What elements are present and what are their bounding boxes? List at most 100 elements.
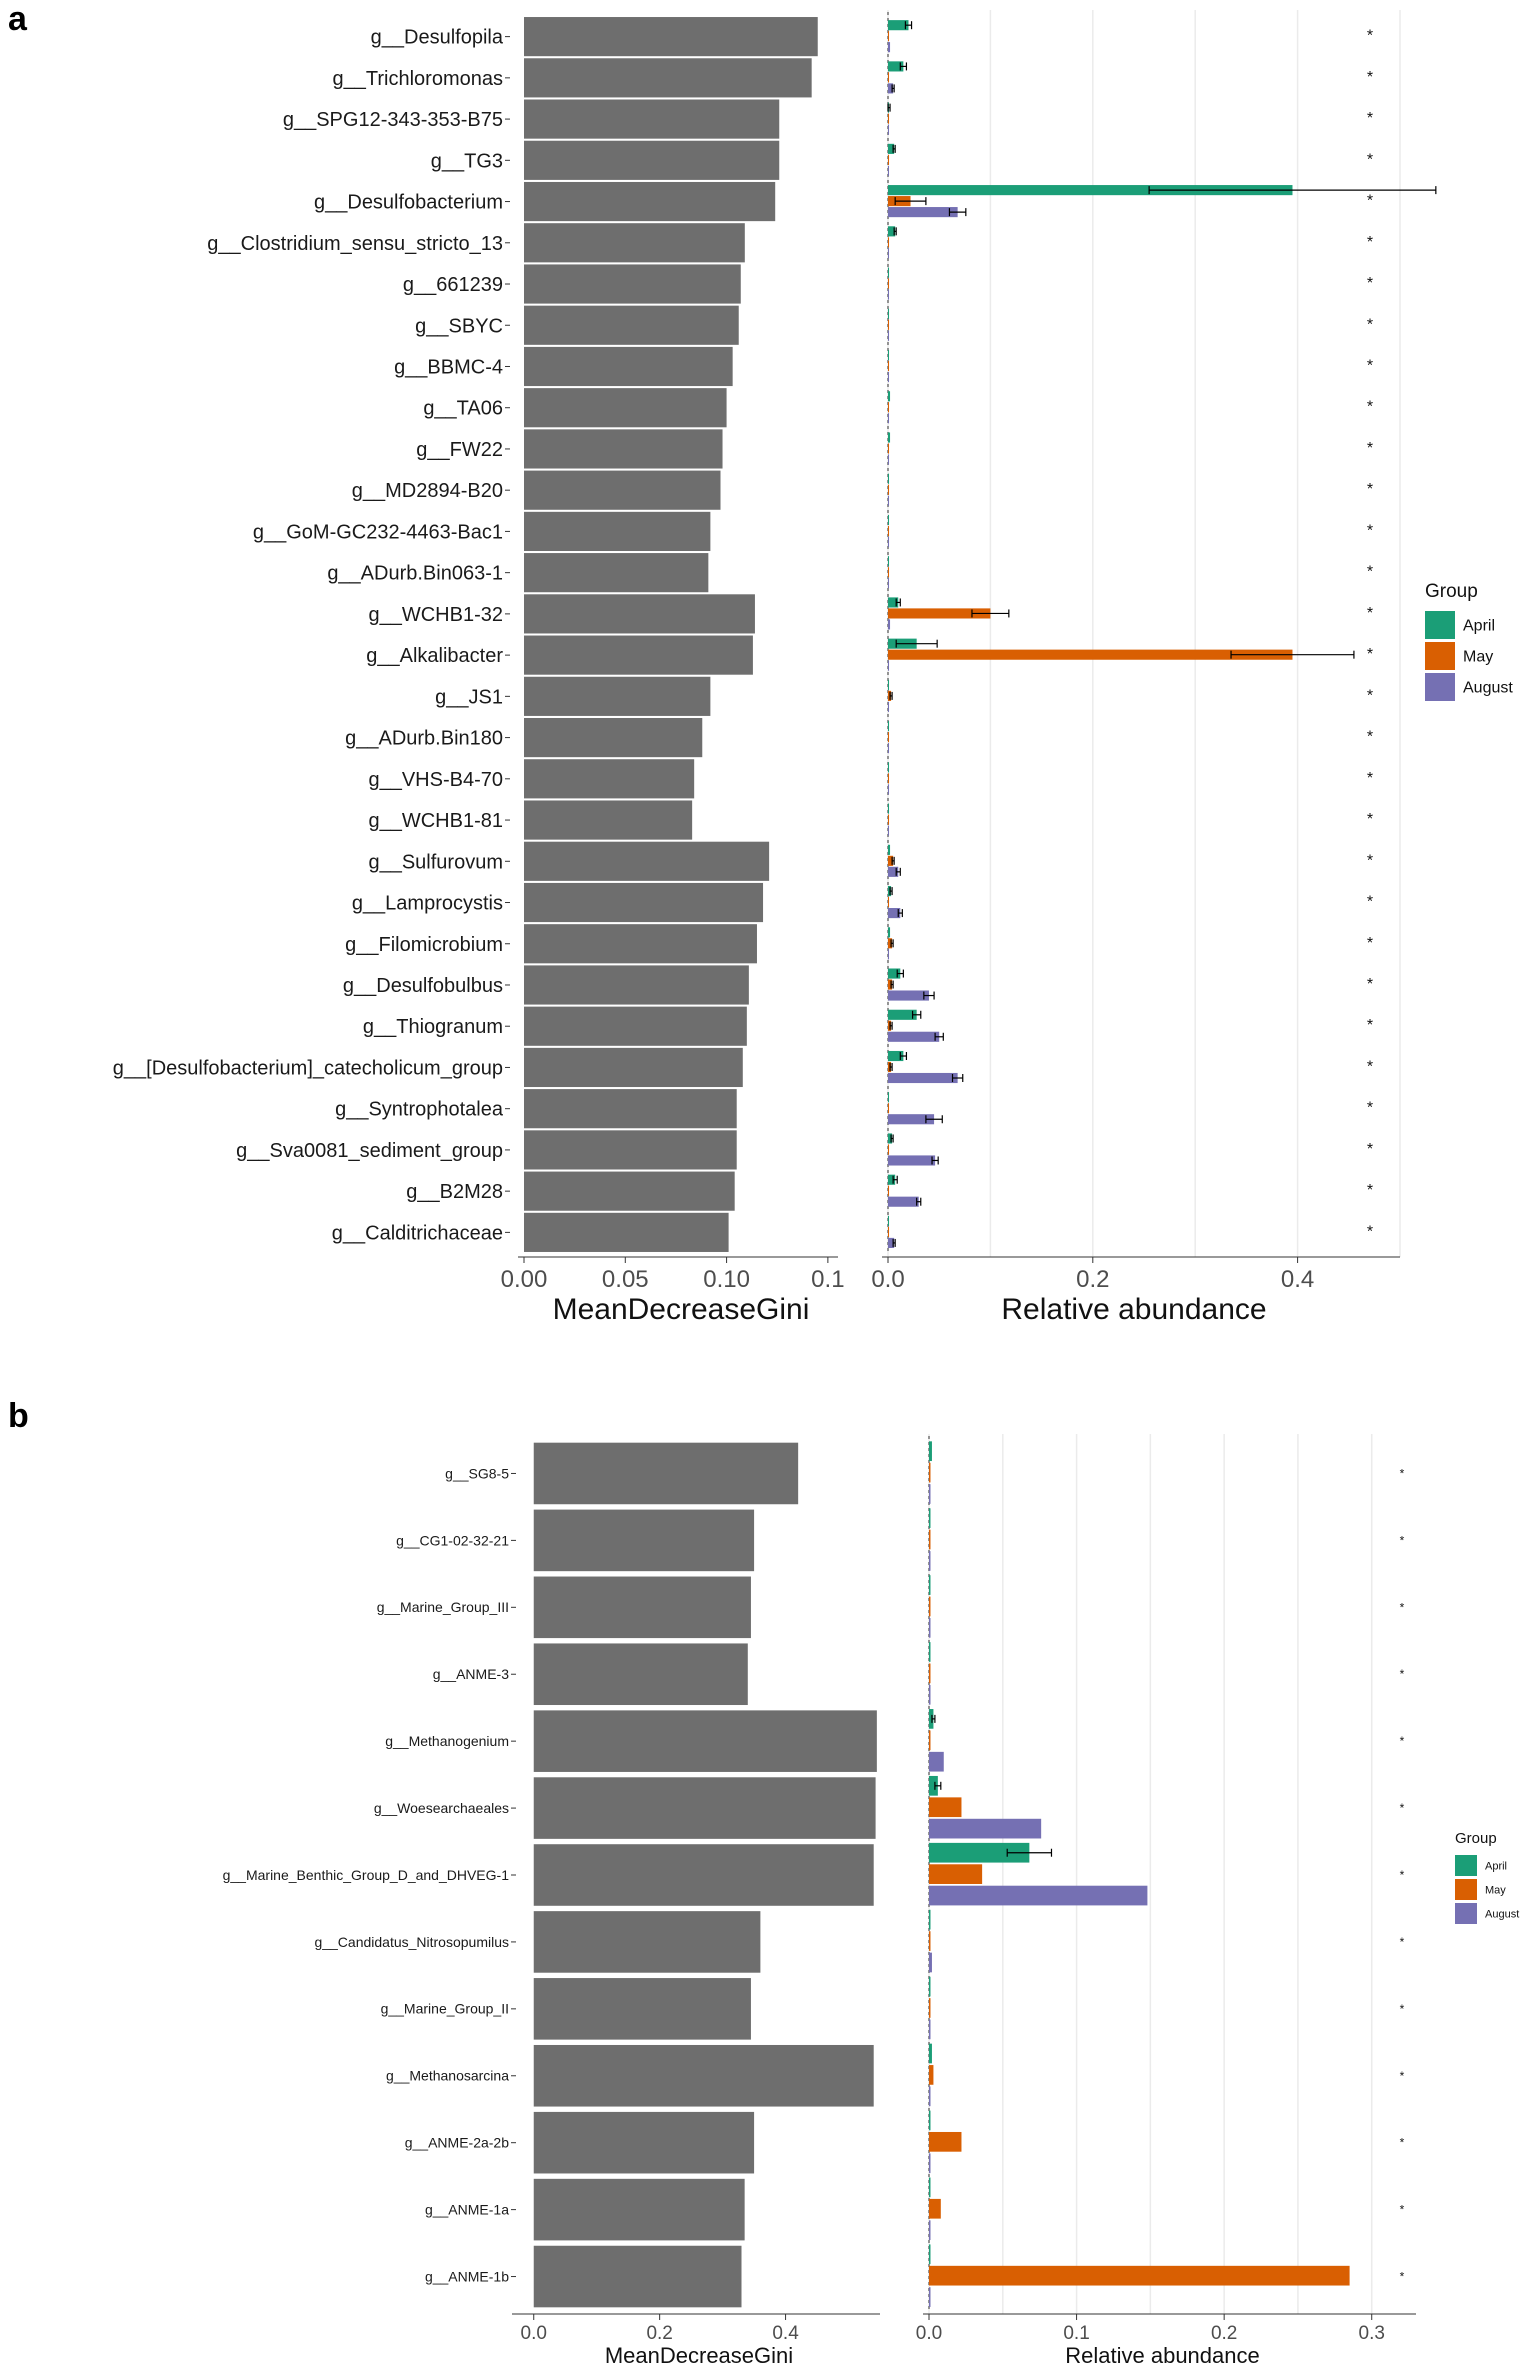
abundance-bar-august bbox=[888, 42, 891, 53]
gini-bar bbox=[524, 305, 739, 345]
gini-bar bbox=[524, 140, 780, 180]
abundance-bar-august bbox=[888, 83, 894, 94]
abundance-bar-august bbox=[929, 2220, 931, 2241]
significance-marker: * bbox=[1367, 522, 1373, 539]
abundance-bar-may bbox=[929, 1462, 931, 1483]
abundance-bar-april bbox=[929, 1642, 931, 1662]
significance-marker: * bbox=[1367, 1058, 1373, 1075]
gini-x-axis-title: MeanDecreaseGini bbox=[605, 2343, 793, 2366]
category-label: g__ANME-3 bbox=[433, 1666, 509, 1682]
legend-label-august: August bbox=[1463, 680, 1513, 697]
abundance-bar-april bbox=[888, 556, 890, 567]
significance-marker: * bbox=[1367, 770, 1373, 787]
significance-marker: * bbox=[1367, 151, 1373, 168]
gini-bar bbox=[524, 553, 709, 593]
significance-marker: * bbox=[1367, 399, 1373, 416]
significance-marker: * bbox=[1367, 605, 1373, 622]
abundance-bar-august bbox=[888, 1237, 895, 1248]
gini-x-tick-label: 0.10 bbox=[703, 1266, 750, 1293]
abundance-bar-august bbox=[929, 1551, 931, 1571]
gini-bar bbox=[533, 2044, 874, 2107]
category-label: g__[Desulfobacterium]_catecholicum_group bbox=[113, 1057, 503, 1079]
gini-bar bbox=[524, 17, 818, 57]
abundance-bar-august bbox=[888, 701, 890, 712]
abundance-bar-august bbox=[929, 1484, 931, 1504]
abundance-bar-april bbox=[888, 61, 904, 72]
legend-label-april: April bbox=[1463, 618, 1495, 635]
gini-bar bbox=[533, 1844, 874, 1906]
abundance-bar-april bbox=[888, 308, 890, 319]
significance-marker: * bbox=[1367, 110, 1373, 127]
abundance-x-tick-label: 0.0 bbox=[871, 1266, 904, 1293]
category-label: g__Thiogranum bbox=[363, 1016, 503, 1038]
significance-marker: * bbox=[1400, 2203, 1405, 2217]
significance-marker: * bbox=[1367, 687, 1373, 704]
abundance-bar-august bbox=[929, 1952, 932, 1973]
abundance-bar-april bbox=[929, 2110, 931, 2131]
gini-bar bbox=[524, 1212, 729, 1252]
significance-marker: * bbox=[1400, 1600, 1405, 1614]
legend-swatch-april bbox=[1455, 1855, 1477, 1876]
legend-label-may: May bbox=[1485, 1885, 1506, 1897]
abundance-bar-august bbox=[888, 578, 890, 589]
significance-marker: * bbox=[1400, 2136, 1405, 2150]
abundance-bar-august bbox=[929, 1618, 931, 1638]
abundance-bar-may bbox=[888, 1226, 890, 1238]
abundance-bar-august bbox=[929, 2019, 931, 2040]
gini-bar bbox=[524, 676, 711, 716]
gini-bar bbox=[533, 1777, 876, 1839]
abundance-x-tick-label: 0.1 bbox=[1063, 2323, 1089, 2344]
abundance-bar-april bbox=[929, 1909, 931, 1930]
abundance-bar-may bbox=[929, 1529, 931, 1550]
abundance-bar-august bbox=[929, 2086, 931, 2107]
abundance-bar-august bbox=[888, 454, 890, 465]
abundance-bar-april bbox=[888, 185, 1293, 196]
abundance-bar-august bbox=[888, 866, 899, 877]
significance-marker: * bbox=[1367, 935, 1373, 952]
category-label: g__VHS-B4-70 bbox=[368, 769, 503, 791]
gini-bar bbox=[533, 1643, 748, 1706]
abundance-bar-may bbox=[888, 113, 890, 124]
abundance-bar-august bbox=[888, 908, 901, 919]
gini-bar bbox=[524, 346, 733, 387]
abundance-bar-may bbox=[888, 443, 890, 454]
significance-marker: * bbox=[1367, 976, 1373, 993]
abundance-bar-august bbox=[888, 660, 890, 671]
gini-bar bbox=[524, 1006, 747, 1046]
legend-swatch-may bbox=[1425, 642, 1455, 670]
abundance-bar-april bbox=[888, 226, 896, 237]
category-label: g__GoM-GC232-4463-Bac1 bbox=[253, 521, 503, 543]
significance-marker: * bbox=[1367, 1100, 1373, 1117]
category-label: g__ANME-1b bbox=[425, 2268, 509, 2284]
abundance-bar-april bbox=[888, 968, 901, 979]
abundance-bar-may bbox=[888, 979, 893, 990]
category-label: g__Desulfobacterium bbox=[314, 192, 503, 214]
gini-bar bbox=[524, 924, 757, 964]
category-label: g__WCHB1-81 bbox=[368, 810, 503, 832]
gini-bar bbox=[524, 223, 745, 263]
abundance-bar-august bbox=[929, 2287, 931, 2307]
abundance-bar-may bbox=[888, 319, 890, 330]
abundance-bar-may bbox=[929, 1730, 931, 1751]
abundance-x-axis-title: Relative abundance bbox=[1065, 2343, 1259, 2366]
abundance-bar-april bbox=[888, 473, 890, 484]
abundance-bar-april bbox=[888, 432, 891, 443]
abundance-bar-may bbox=[888, 1144, 890, 1155]
gini-bar bbox=[524, 181, 776, 222]
gini-bar bbox=[533, 2178, 745, 2241]
category-label: g__WCHB1-32 bbox=[368, 604, 503, 626]
gini-bar bbox=[524, 511, 711, 552]
abundance-bar-may bbox=[888, 72, 890, 83]
legend-swatch-april bbox=[1425, 611, 1455, 639]
gini-bar bbox=[524, 841, 770, 881]
abundance-bar-april bbox=[929, 1976, 931, 1997]
gini-x-tick-label: 0.4 bbox=[772, 2323, 799, 2344]
abundance-bar-april bbox=[929, 2177, 931, 2198]
abundance-bar-may bbox=[888, 360, 890, 372]
abundance-bar-august bbox=[929, 1885, 1148, 1906]
gini-bar bbox=[524, 635, 753, 675]
abundance-bar-april bbox=[888, 143, 895, 154]
gini-bar bbox=[524, 882, 764, 923]
abundance-bar-april bbox=[888, 514, 890, 526]
